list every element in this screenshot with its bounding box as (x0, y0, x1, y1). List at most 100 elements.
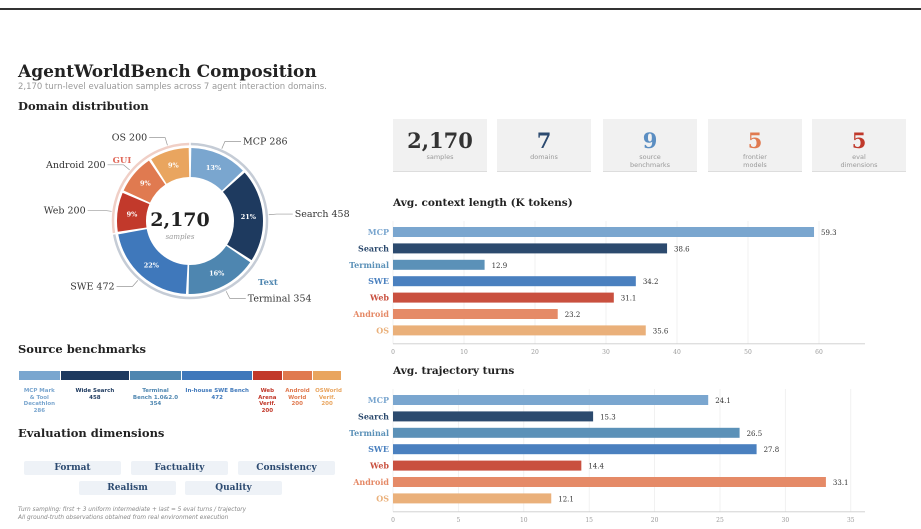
trajectory-turns-tick-30: 30 (782, 517, 790, 524)
context-length-bar-search (393, 243, 668, 254)
stat-value: 2,170 (407, 128, 473, 153)
stat-value: 9 (642, 128, 658, 153)
source-label-web-arena-verif: Web Arena Verif. 200 (252, 388, 282, 414)
trajectory-turns-category-terminal: Terminal (349, 428, 389, 438)
context-length-category-terminal: Terminal (349, 260, 389, 270)
page-title: AgentWorldBench Composition (18, 62, 317, 82)
stat-card-samples: 2,170 samples (393, 119, 487, 172)
trajectory-turns-bar-mcp (393, 395, 709, 405)
donut-slice-mcp (190, 148, 243, 191)
stat-card-frontier-models: 5 frontier models (708, 119, 802, 172)
trajectory-turns-category-android: Android (352, 477, 389, 487)
donut-label-search: Search 458 (295, 209, 350, 220)
donut-slice-os (151, 148, 190, 184)
source-count: 354 (149, 401, 162, 407)
trajectory-turns-value-search: 15.3 (600, 413, 616, 421)
donut-leader-web (87, 209, 112, 212)
dimension-factuality: Factuality (131, 461, 228, 475)
trajectory-turns-value-mcp: 24.1 (715, 397, 731, 405)
context-length-chart: Avg. context length (K tokens) 0 10 20 30 40 5… (349, 197, 865, 356)
source-label-android-world: Android World 200 (282, 388, 312, 408)
dimension-quality: Quality (185, 481, 282, 495)
donut-pct-android: 9% (140, 180, 152, 188)
donut-leader-mcp (221, 141, 242, 149)
stat-label: source benchmarks (629, 153, 671, 169)
trajectory-turns-category-swe: SWE (368, 444, 389, 454)
donut-pct-terminal: 16% (209, 270, 225, 278)
donut-center-label: samples (166, 233, 195, 241)
source-segment-in-house-swe-bench (182, 371, 252, 380)
domain-distribution-heading: Domain distribution (18, 99, 149, 113)
context-length-tick-60: 60 (815, 349, 823, 356)
group-label-text: Text (258, 278, 278, 288)
trajectory-turns-category-search: Search (358, 411, 389, 421)
context-length-bar-mcp (393, 227, 815, 237)
trajectory-turns-category-os: OS (376, 493, 389, 503)
source-segment-osworld-verif (312, 371, 342, 380)
context-length-value-web: 31.1 (621, 295, 637, 303)
context-length-title: Avg. context length (K tokens) (392, 197, 573, 209)
group-label-gui: GUI (113, 156, 132, 166)
trajectory-turns-tick-0: 0 (391, 517, 395, 524)
context-length-bar-swe (393, 276, 636, 287)
trajectory-turns-chart: Avg. trajectory turns 0 5 10 15 20 25 30 35 MCP 24… (349, 365, 865, 524)
context-length-category-android: Android (352, 309, 389, 319)
trajectory-turns-value-android: 33.1 (833, 479, 849, 487)
source-label-in-house-swe-bench: In-house SWE Bench 472 (182, 388, 252, 401)
dimension-realism: Realism (79, 481, 176, 495)
source-name: Web Arena Verif. (258, 388, 277, 407)
trajectory-turns-bar-os (393, 493, 552, 504)
source-segment-android-world (282, 371, 312, 380)
context-length-value-mcp: 59.3 (821, 229, 837, 237)
gui-group-ring (111, 142, 190, 234)
donut-pct-search: 21% (241, 213, 257, 221)
donut-leader-terminal (225, 291, 246, 299)
donut-label-mcp: MCP 286 (243, 136, 288, 147)
trajectory-turns-bar-terminal (393, 427, 740, 438)
stat-card-source-benchmarks: 9 source benchmarks (603, 119, 697, 172)
trajectory-turns-category-mcp: MCP (368, 395, 389, 405)
context-length-category-mcp: MCP (368, 227, 389, 237)
donut-pct-os: 9% (168, 161, 180, 169)
context-length-value-search: 38.6 (674, 245, 690, 253)
context-length-bar-android (393, 309, 558, 319)
source-segment-wide-search (61, 371, 129, 380)
source-benchmarks-heading: Source benchmarks (18, 342, 146, 356)
donut-pct-swe: 22% (144, 261, 160, 269)
context-length-bar-web (393, 292, 614, 303)
context-length-tick-40: 40 (673, 349, 681, 356)
source-name: MCP Mark & Tool Decathlon (23, 388, 56, 407)
donut-slice-web (117, 192, 150, 232)
trajectory-turns-bar-web (393, 460, 582, 471)
context-length-tick-50: 50 (744, 349, 752, 356)
trajectory-turns-bar-search (393, 411, 594, 422)
dimension-consistency: Consistency (238, 461, 335, 475)
source-count: 458 (89, 394, 101, 401)
source-name: OSWorld Verif. (315, 388, 342, 401)
top-rule (0, 8, 921, 10)
context-length-category-search: Search (358, 243, 389, 253)
source-label-wide-search: Wide Search 458 (61, 388, 129, 401)
trajectory-turns-value-web: 14.4 (588, 463, 604, 471)
donut-leader-swe (116, 280, 139, 287)
donut-label-os: OS 200 (112, 133, 147, 144)
source-count: 472 (211, 394, 223, 401)
trajectory-turns-value-terminal: 26.5 (747, 430, 763, 438)
context-length-category-os: OS (376, 325, 389, 335)
donut-label-terminal: Terminal 354 (248, 293, 312, 304)
context-length-value-swe: 34.2 (643, 278, 659, 286)
source-segment-mcp-mark-tool-decathlon (18, 371, 61, 380)
page-subtitle: 2,170 turn-level evaluation samples acro… (18, 82, 327, 92)
donut-leader-os (149, 137, 168, 146)
domain-donut-chart: 13% MCP 286 21% Search 458 16% Terminal 354 22… (44, 133, 350, 305)
context-length-bar-terminal (393, 259, 485, 270)
trajectory-turns-bar-swe (393, 444, 757, 455)
trajectory-turns-title: Avg. trajectory turns (392, 365, 514, 377)
trajectory-turns-bar-android (393, 477, 826, 487)
context-length-tick-0: 0 (391, 349, 395, 356)
donut-pct-web: 9% (127, 210, 139, 218)
donut-label-android: Android 200 (45, 160, 106, 171)
donut-slice-swe (118, 229, 188, 294)
trajectory-turns-value-os: 12.1 (558, 495, 574, 503)
source-name: In-house SWE Bench (185, 388, 249, 394)
